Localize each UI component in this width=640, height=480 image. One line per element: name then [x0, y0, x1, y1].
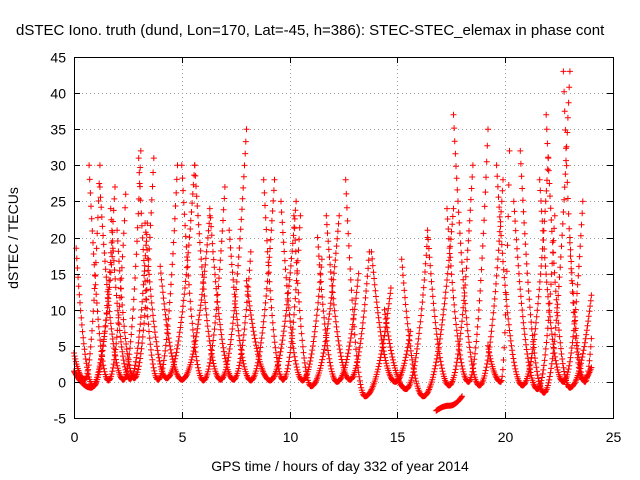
- data-point-markers: [178, 162, 228, 384]
- data-point-markers: [278, 198, 325, 384]
- satellite-arc: [398, 205, 457, 400]
- y-tick-label: 20: [50, 231, 66, 247]
- y-tick-label: 35: [50, 122, 66, 138]
- satellite-arc: [433, 393, 466, 414]
- y-tick-label: 40: [50, 86, 66, 102]
- satellite-arc: [381, 234, 431, 393]
- data-point-markers: [206, 205, 254, 383]
- y-tick-label: 5: [58, 339, 66, 355]
- data-points: [71, 68, 595, 414]
- y-tick-label: 15: [50, 267, 66, 283]
- satellite-arc: [206, 205, 254, 383]
- data-point-markers: [243, 198, 300, 384]
- satellite-arc: [157, 212, 213, 383]
- y-tick-label: 0: [58, 375, 66, 391]
- satellite-arc: [536, 176, 586, 385]
- data-point-markers: [157, 212, 213, 383]
- satellite-arc: [278, 198, 325, 384]
- data-point-markers: [536, 176, 586, 385]
- y-tick-label: 25: [50, 194, 66, 210]
- x-tick-label: 10: [283, 429, 299, 445]
- satellite-arc: [135, 155, 181, 383]
- data-point-markers: [107, 205, 151, 382]
- satellite-arc: [107, 205, 151, 382]
- y-tick-label: 30: [50, 158, 66, 174]
- data-point-markers: [191, 126, 250, 383]
- data-point-markers: [290, 212, 343, 390]
- satellite-arc: [510, 198, 558, 393]
- satellite-arc: [191, 126, 250, 383]
- satellite-arc: [424, 162, 476, 389]
- y-tick-label: 45: [50, 50, 66, 66]
- x-tick-label: 15: [390, 429, 406, 445]
- data-point-markers: [444, 126, 491, 385]
- x-tick-label: 25: [606, 429, 622, 445]
- satellite-arc: [450, 111, 506, 389]
- satellite-arc: [178, 162, 228, 384]
- data-point-markers: [566, 234, 595, 385]
- data-point-markers: [433, 393, 466, 414]
- data-point-markers: [510, 198, 558, 393]
- data-point-markers: [135, 155, 181, 383]
- y-axis-label: dSTEC / TECUs: [5, 187, 21, 289]
- satellite-arc: [485, 147, 513, 385]
- data-point-markers: [450, 111, 506, 389]
- data-point-markers: [381, 234, 431, 393]
- x-tick-label: 0: [71, 429, 79, 445]
- x-tick-label: 20: [498, 429, 514, 445]
- data-point-markers: [424, 162, 476, 389]
- data-point-markers: [114, 155, 157, 382]
- chart-title: dSTEC Iono. truth (dund, Lon=170, Lat=-4…: [16, 22, 605, 39]
- satellite-arc: [243, 198, 300, 384]
- y-tick-label: -5: [54, 411, 67, 427]
- grid: [74, 57, 613, 418]
- satellite-arc: [290, 212, 343, 390]
- satellite-arc: [368, 248, 414, 385]
- data-point-markers: [368, 248, 414, 385]
- satellite-arc: [114, 155, 157, 382]
- satellite-arc: [444, 126, 491, 385]
- data-point-markers: [485, 147, 513, 385]
- satellite-arc: [323, 212, 373, 383]
- y-tick-label: 10: [50, 303, 66, 319]
- x-tick-label: 5: [179, 429, 187, 445]
- satellite-arc: [566, 234, 595, 385]
- x-axis-label: GPS time / hours of day 332 of year 2014: [211, 458, 469, 474]
- data-point-markers: [398, 205, 457, 400]
- data-point-markers: [323, 212, 373, 383]
